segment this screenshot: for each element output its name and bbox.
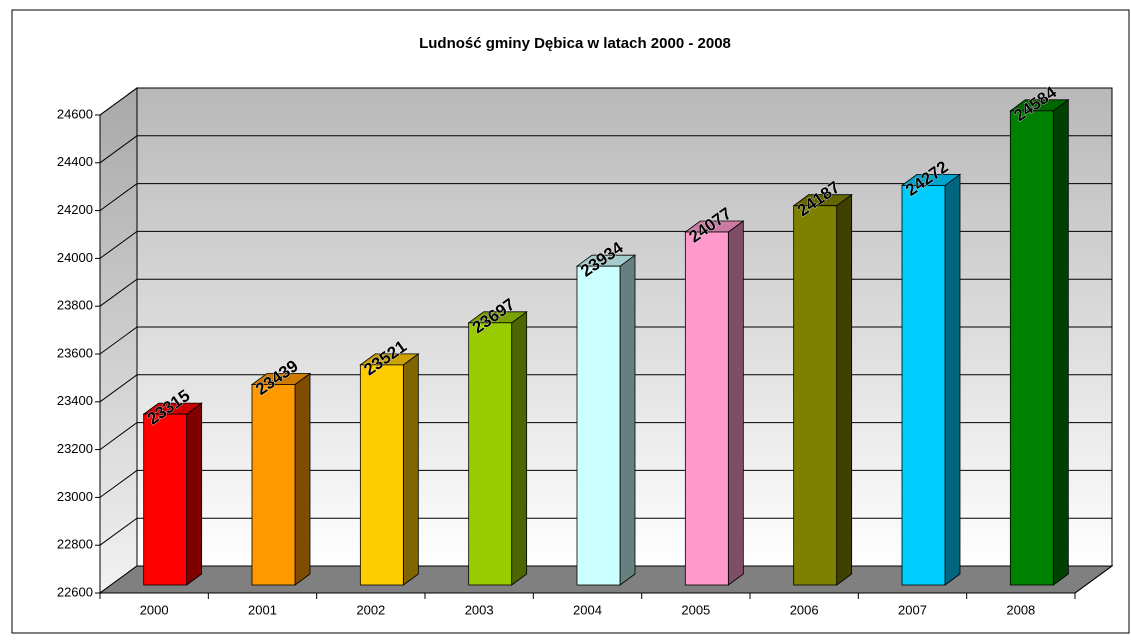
grid-line [99, 135, 1112, 164]
bar-side [294, 372, 311, 586]
bar [793, 205, 838, 586]
y-tick-label: 24600 [57, 106, 93, 121]
y-tick-label: 23400 [57, 393, 93, 408]
x-tick-label: 2008 [1006, 602, 1035, 617]
y-tick-label: 23000 [57, 489, 93, 504]
bar [901, 184, 946, 586]
x-tick-label: 2001 [248, 602, 277, 617]
bar [359, 364, 404, 586]
bar-side [511, 311, 528, 586]
bar-side [402, 353, 419, 586]
bar [251, 384, 296, 586]
bar-side [836, 193, 853, 586]
grid-line [99, 422, 1112, 451]
y-tick-label: 23600 [57, 345, 93, 360]
x-tick-label: 2002 [356, 602, 385, 617]
bar [684, 231, 729, 586]
y-tick-label: 24400 [57, 154, 93, 169]
bar-side [619, 254, 636, 586]
grid-line [99, 469, 1112, 498]
grid-line [99, 374, 1112, 403]
x-tick-label: 2004 [573, 602, 602, 617]
chart-title: Ludność gminy Dębica w latach 2000 - 200… [419, 35, 731, 52]
x-tick-label: 2000 [140, 602, 169, 617]
bar [576, 265, 621, 586]
bar [468, 322, 513, 586]
y-tick-label: 24000 [57, 250, 93, 265]
bar-side [1052, 99, 1069, 586]
grid-line [99, 278, 1112, 307]
x-tick-label: 2005 [681, 602, 710, 617]
x-tick-label: 2006 [790, 602, 819, 617]
y-tick-label: 24200 [57, 202, 93, 217]
grid-line [99, 517, 1112, 546]
y-tick-label: 23800 [57, 298, 93, 313]
x-tick-label: 2007 [898, 602, 927, 617]
y-tick-label: 22600 [57, 584, 93, 599]
bar-side [186, 402, 203, 586]
grid-line [99, 183, 1112, 212]
grid-line [99, 87, 1112, 116]
bar [143, 413, 188, 586]
bar-side [944, 173, 961, 586]
grid-line [99, 326, 1112, 355]
bar [1009, 110, 1054, 586]
x-tick-label: 2003 [465, 602, 494, 617]
y-tick-label: 23200 [57, 441, 93, 456]
bar-side [727, 220, 744, 586]
floor-edge [1074, 565, 1113, 594]
y-tick-label: 22800 [57, 537, 93, 552]
grid-line [99, 230, 1112, 259]
